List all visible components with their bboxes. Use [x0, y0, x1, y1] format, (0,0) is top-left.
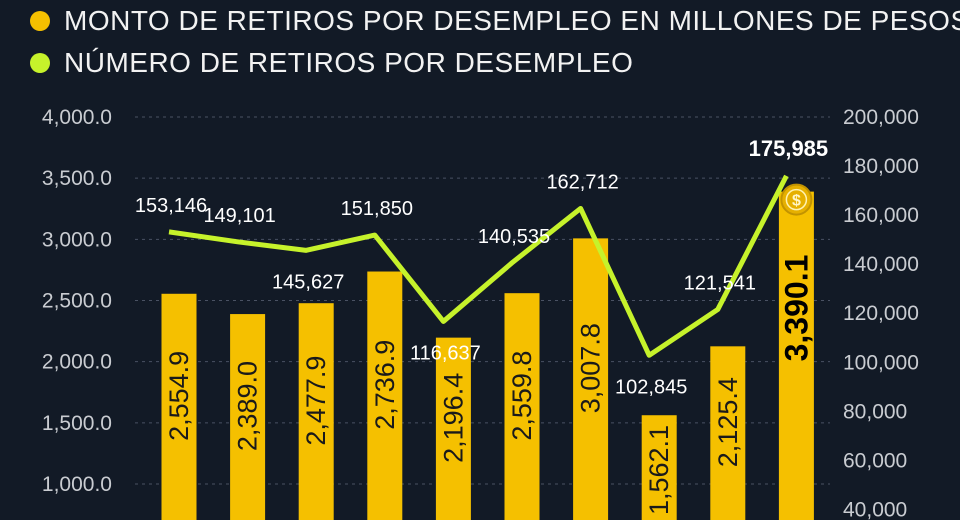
bar-value-label: 3,007.8: [576, 323, 606, 413]
bar: [367, 271, 403, 520]
y-left-tick-label: 4,000.0: [42, 106, 112, 129]
bar: [161, 293, 197, 520]
bar-value-label: 2,196.4: [438, 373, 468, 463]
bar: [573, 238, 609, 520]
y-left-tick-label: 1,500.0: [42, 412, 112, 435]
bar: [710, 346, 746, 520]
y-right-tick-label: 100,000: [843, 351, 919, 374]
y-right-tick-label: 80,000: [843, 400, 907, 423]
coin-icon-ring: [785, 188, 808, 211]
legend-label-monto: MONTO DE RETIROS POR DESEMPLEO EN MILLON…: [64, 5, 960, 36]
legend-dot-numero: [30, 53, 50, 73]
bar: [778, 191, 814, 520]
point-value-label: 175,985: [749, 136, 829, 161]
series-line: [168, 174, 789, 358]
y-right-tick-label: 140,000: [843, 253, 919, 276]
bar-value-label: 2,389.0: [233, 361, 263, 451]
point-value-label: 151,850: [341, 198, 413, 220]
point-value-label: 145,627: [272, 271, 344, 293]
point-value-label: 102,845: [615, 376, 687, 398]
y-left-tick-label: 2,500.0: [42, 289, 112, 312]
y-right-tick-label: 60,000: [843, 449, 907, 472]
point-value-label: 140,535: [478, 226, 550, 248]
y-left-tick-label: 1,000.0: [42, 473, 112, 496]
bar: [435, 337, 471, 520]
bar: [504, 293, 540, 520]
bar-value-label: 2,554.9: [164, 351, 194, 441]
point-value-label: 121,541: [684, 272, 756, 294]
point-value-label: 149,101: [203, 205, 275, 227]
bar-value-label: 2,736.9: [370, 340, 400, 430]
point-value-label: 153,146: [135, 195, 207, 217]
bar: [298, 303, 334, 520]
legend-item-monto: MONTO DE RETIROS POR DESEMPLEO EN MILLON…: [30, 0, 960, 42]
y-right-tick-label: 200,000: [843, 106, 919, 129]
legend-dot-monto: [30, 11, 50, 31]
bar-value-label: 3,390.1: [778, 255, 814, 362]
bar: [230, 314, 266, 520]
coin-icon-symbol: $: [792, 193, 801, 210]
point-value-label: 116,637: [410, 342, 481, 364]
y-right-tick-label: 160,000: [843, 204, 919, 227]
bar: [641, 415, 677, 520]
point-value-label: 162,712: [546, 171, 618, 193]
bar-value-label: 2,559.8: [507, 351, 537, 441]
bar-value-label: 1,562.1: [644, 425, 674, 515]
legend: MONTO DE RETIROS POR DESEMPLEO EN MILLON…: [30, 0, 960, 84]
y-left-tick-label: 2,000.0: [42, 351, 112, 374]
bar-value-label: 2,477.9: [301, 356, 331, 446]
legend-item-numero: NÚMERO DE RETIROS POR DESEMPLEO: [30, 42, 960, 84]
y-left-tick-label: 3,000.0: [42, 228, 112, 251]
y-left-tick-label: 3,500.0: [42, 167, 112, 190]
y-right-tick-label: 120,000: [843, 302, 919, 325]
legend-label-numero: NÚMERO DE RETIROS POR DESEMPLEO: [64, 47, 634, 78]
bar-value-label: 2,125.4: [713, 377, 743, 467]
y-right-tick-label: 40,000: [843, 498, 907, 520]
y-right-tick-label: 180,000: [843, 155, 919, 178]
